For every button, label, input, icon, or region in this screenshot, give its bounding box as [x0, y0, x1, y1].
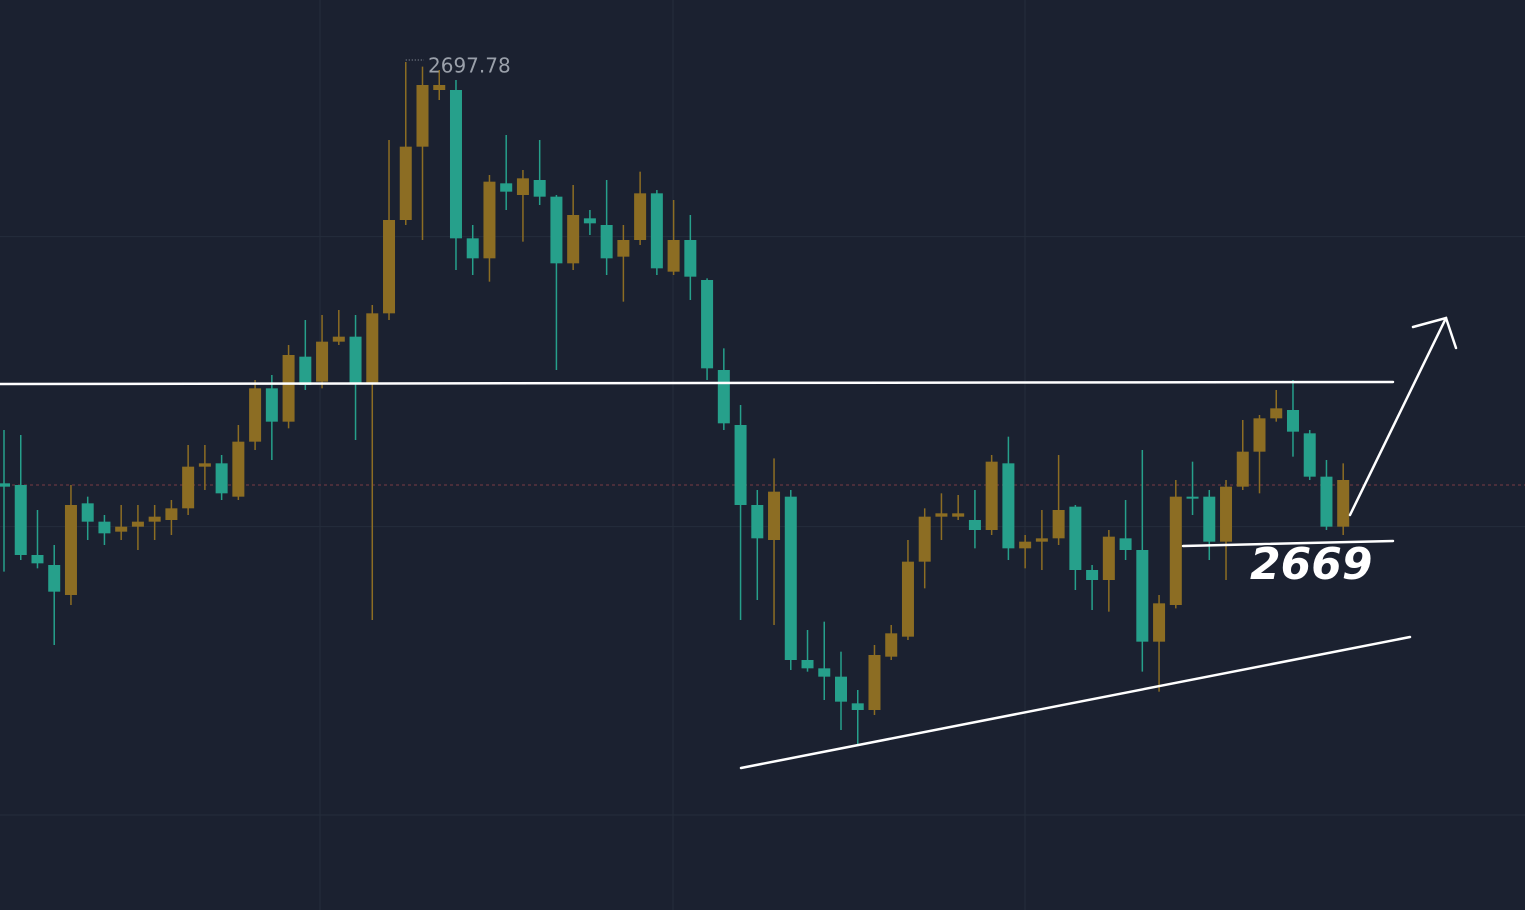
candle-body	[31, 555, 44, 564]
candle-body	[98, 521, 111, 534]
candle-body	[985, 461, 998, 530]
level-label: 2669	[1250, 539, 1372, 590]
candle-body	[784, 496, 797, 660]
candle-body	[634, 193, 647, 240]
candle-body	[198, 463, 211, 467]
candle-body	[1286, 410, 1299, 432]
candle-body	[583, 218, 596, 224]
candle-body	[1119, 538, 1132, 550]
candle-body	[717, 370, 730, 424]
candle-body	[14, 485, 27, 555]
candle-body	[182, 466, 195, 509]
candle-body	[1169, 496, 1182, 605]
candle-body	[332, 336, 345, 342]
trend-line	[739, 635, 1412, 770]
candle-body	[1002, 463, 1015, 549]
candle-body	[1069, 506, 1082, 570]
candle-body	[701, 280, 714, 369]
candle-body	[165, 508, 178, 520]
candle-body	[282, 355, 295, 422]
arrow-head	[1411, 316, 1458, 350]
candle-body	[131, 521, 144, 527]
candle-body	[48, 565, 61, 592]
candle-body	[64, 505, 77, 595]
vertical-grid	[319, 0, 1026, 910]
candle-body	[1052, 510, 1065, 539]
candle-body	[1136, 550, 1149, 642]
candle-body	[684, 240, 697, 277]
candle-body	[449, 90, 462, 239]
drawings	[0, 316, 1458, 770]
candle-body	[868, 655, 881, 710]
candle-body	[265, 388, 278, 422]
candle-body	[734, 425, 747, 505]
candle-body	[500, 183, 513, 192]
candle-body	[1019, 541, 1032, 549]
candle-body	[851, 703, 864, 710]
peak-label: 2697.78	[428, 54, 511, 78]
candle-body	[567, 215, 580, 264]
candle-body	[617, 240, 630, 257]
candle-body	[968, 520, 981, 530]
candle-body	[1270, 408, 1283, 419]
candle-body	[416, 85, 429, 147]
candle-body	[533, 180, 546, 197]
candle-body	[818, 668, 831, 677]
candle-body	[901, 561, 914, 637]
candle-body	[751, 505, 764, 539]
candle-body	[1203, 496, 1216, 542]
candle-body	[483, 181, 496, 259]
candle-body	[801, 660, 814, 669]
candle-body	[1220, 486, 1233, 542]
candle-body	[952, 513, 965, 517]
candle-body	[399, 146, 412, 220]
candle-body	[1035, 538, 1048, 542]
arrow-shaft	[1348, 316, 1448, 517]
candle-body	[383, 220, 396, 314]
candle-body	[516, 178, 529, 195]
resistance-line	[0, 380, 1395, 386]
candle-body	[1253, 418, 1266, 452]
candle-body	[1102, 536, 1115, 580]
candle-body	[115, 526, 128, 532]
candle-body	[148, 516, 161, 522]
candle-body	[249, 388, 262, 442]
candle-body	[1236, 451, 1249, 487]
candle-body	[667, 240, 680, 272]
candles	[0, 62, 1525, 745]
candle-body	[433, 85, 446, 90]
candle-body	[349, 336, 362, 384]
candle-body	[550, 196, 563, 264]
candle-body	[215, 463, 228, 494]
candle-body	[600, 225, 613, 259]
candle-body	[299, 356, 312, 385]
candle-body	[466, 238, 479, 259]
candle-body	[1303, 433, 1316, 477]
candle-body	[232, 441, 245, 497]
labels: 2697.78 2669	[405, 54, 1374, 592]
candle-body	[316, 341, 329, 382]
candle-body	[0, 483, 10, 487]
candle-body	[1186, 496, 1199, 499]
candle-body	[366, 313, 379, 384]
candle-body	[650, 193, 663, 269]
candle-body	[1320, 476, 1333, 527]
support-line	[1181, 539, 1395, 548]
candle-body	[918, 516, 931, 562]
candle-body	[835, 676, 847, 702]
candle-body	[1086, 570, 1099, 580]
candle-body	[768, 491, 781, 540]
candle-body	[81, 503, 94, 522]
candle-body	[935, 513, 948, 517]
candle-body	[1337, 480, 1350, 527]
candle-body	[1153, 603, 1166, 642]
candle-body	[885, 633, 898, 657]
